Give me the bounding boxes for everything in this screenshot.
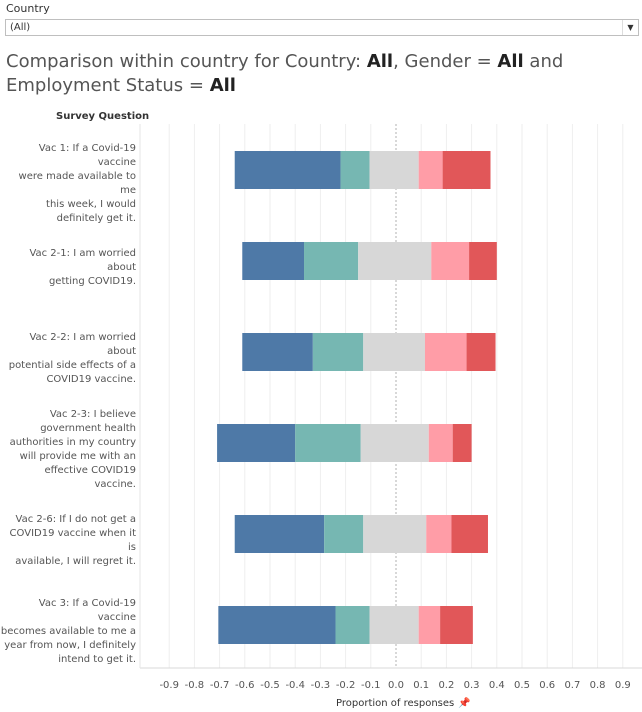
- row-label-line: government health: [40, 423, 136, 434]
- row-label-line: year from now, I definitely: [4, 640, 136, 651]
- row-label-line: Vac 1: If a Covid-19 vaccine: [38, 143, 136, 168]
- bar-segment: [418, 606, 441, 644]
- bar-segment: [324, 515, 364, 553]
- bar-segment: [234, 515, 325, 553]
- bar-segment: [369, 151, 419, 189]
- x-tick-label: 0.2: [438, 680, 454, 691]
- bar-segment: [363, 333, 425, 371]
- x-tick-label: 0.0: [388, 680, 404, 691]
- x-tick-label: -0.8: [185, 680, 205, 691]
- row-label-line: Vac 3: If a Covid-19 vaccine: [38, 598, 136, 623]
- row-label: Vac 2-1: I am worried about getting COVID…: [0, 247, 136, 289]
- rows-header: Survey Question: [56, 111, 150, 122]
- bar-segment: [304, 242, 359, 280]
- row-label: Vac 2-6: If I do not get a COVID19 vaccin…: [0, 513, 136, 569]
- bar-segment: [469, 242, 497, 280]
- bar-segment: [335, 606, 370, 644]
- title-country-value: All: [366, 51, 394, 72]
- x-tick-label: -0.2: [336, 680, 356, 691]
- dropdown-arrow-icon[interactable]: ▼: [622, 20, 638, 35]
- bar-segment: [466, 333, 496, 371]
- bar-segment: [442, 151, 491, 189]
- row-label-line: potential side effects of a: [8, 360, 136, 371]
- country-filter-value: (All): [10, 22, 31, 33]
- x-tick-label: -0.4: [285, 680, 305, 691]
- x-tick-label: 0.3: [464, 680, 480, 691]
- x-tick-label: 0.6: [539, 680, 555, 691]
- row-label-line: will provide me with an: [19, 451, 136, 462]
- row-label-line: were made available to me: [18, 171, 136, 196]
- x-axis-title-text: Proportion of responses: [336, 698, 455, 709]
- bar-segment: [358, 242, 432, 280]
- bar-segment: [363, 515, 427, 553]
- bar-segment: [424, 333, 467, 371]
- row-label-line: authorities in my country: [9, 437, 136, 448]
- title-prefix: Comparison within country for Country:: [6, 51, 367, 72]
- page-title: Comparison within country for Country: A…: [6, 50, 626, 98]
- x-tick-label: 0.7: [564, 680, 580, 691]
- x-tick-label: -0.7: [210, 680, 230, 691]
- title-employment-prefix: and Employment Status =: [6, 51, 564, 96]
- x-tick-label: -0.1: [361, 680, 381, 691]
- bar-segment: [295, 424, 361, 462]
- bar-segment: [418, 151, 443, 189]
- row-label: Vac 2-2: I am worried about potential sid…: [0, 331, 136, 387]
- x-tick-label: 0.8: [590, 680, 606, 691]
- x-tick-label: -0.6: [235, 680, 255, 691]
- bar-segment: [452, 424, 472, 462]
- bar-segment: [451, 515, 488, 553]
- row-label: Vac 1: If a Covid-19 vaccine were made av…: [0, 142, 136, 226]
- row-label-line: Vac 2-6: If I do not get a: [15, 514, 136, 525]
- row-label: Vac 3: If a Covid-19 vaccine becomes avai…: [0, 597, 136, 667]
- bar-segment: [431, 242, 470, 280]
- bar-segment: [242, 333, 313, 371]
- row-label: Vac 2-3: I believe government health autho…: [0, 408, 136, 492]
- bar-segment: [428, 424, 453, 462]
- row-label-line: available, I will regret it.: [15, 556, 136, 567]
- row-label-line: Vac 2-3: I believe: [49, 409, 136, 420]
- bar-segment: [242, 242, 305, 280]
- row-label-line: getting COVID19.: [48, 276, 136, 287]
- x-tick-label: -0.9: [159, 680, 179, 691]
- title-gender-prefix: , Gender =: [393, 51, 498, 72]
- country-filter-select[interactable]: (All) ▼: [5, 19, 639, 36]
- x-tick-label: 0.9: [615, 680, 631, 691]
- row-label-line: effective COVID19 vaccine.: [44, 465, 136, 490]
- row-label-line: Vac 2-1: I am worried about: [29, 248, 136, 273]
- bar-segment: [312, 333, 364, 371]
- row-label-line: definitely get it.: [56, 213, 136, 224]
- country-filter-label: Country: [6, 2, 50, 15]
- title-gender-value: All: [497, 51, 524, 72]
- bar-segment: [218, 606, 336, 644]
- row-label-line: Vac 2-2: I am worried about: [29, 332, 136, 357]
- row-label-line: becomes available to me a: [0, 626, 136, 637]
- title-employment-value: All: [209, 75, 236, 96]
- x-axis-title: Proportion of responses 📌: [336, 698, 471, 709]
- bar-segment: [360, 424, 429, 462]
- bar-segment: [426, 515, 452, 553]
- pin-icon[interactable]: 📌: [458, 698, 471, 709]
- x-tick-label: -0.5: [260, 680, 280, 691]
- bar-segment: [440, 606, 473, 644]
- bar-segment: [340, 151, 370, 189]
- bar-segment: [234, 151, 341, 189]
- row-label-line: this week, I would: [46, 199, 136, 210]
- x-tick-label: 0.1: [413, 680, 429, 691]
- row-label-line: COVID19 vaccine when it is: [9, 528, 136, 553]
- x-tick-label: 0.4: [489, 680, 505, 691]
- row-label-line: intend to get it.: [58, 654, 136, 665]
- x-tick-label: -0.3: [311, 680, 331, 691]
- x-tick-label: 0.5: [514, 680, 530, 691]
- bar-segment: [217, 424, 296, 462]
- bar-segment: [369, 606, 419, 644]
- row-label-line: COVID19 vaccine.: [46, 374, 136, 385]
